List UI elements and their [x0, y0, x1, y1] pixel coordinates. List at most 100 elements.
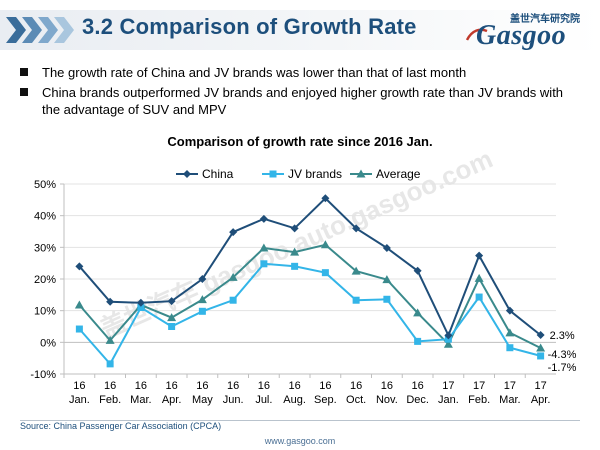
data-point-average: [290, 247, 300, 256]
y-tick-label: 0%: [40, 337, 56, 349]
data-point-china: [413, 266, 422, 275]
data-point-jv-brands: [198, 307, 206, 315]
data-point-china: [229, 228, 238, 237]
data-point-average: [505, 328, 515, 337]
legend-label-jv-brands: JV brands: [288, 167, 342, 181]
slide-header: 3.2 Comparison of Growth Rate 盖世汽车研究院 Ga…: [0, 0, 600, 60]
data-point-jv-brands: [229, 296, 237, 304]
x-tick-label-year: 16: [258, 380, 270, 392]
footer-divider: [20, 420, 580, 421]
x-tick-label-year: 16: [135, 380, 147, 392]
x-tick-label-month: Mar.: [499, 394, 520, 406]
bullet-square-icon: [20, 88, 28, 96]
data-point-average: [320, 240, 330, 249]
data-point-china: [290, 224, 299, 233]
data-point-average: [413, 308, 423, 317]
data-point-china: [198, 275, 207, 283]
data-point-average: [259, 243, 269, 252]
data-point-average: [197, 295, 207, 304]
x-tick-label-year: 16: [381, 380, 393, 392]
data-point-china: [475, 251, 484, 260]
legend-label-china: China: [202, 167, 234, 181]
data-point-china: [536, 331, 545, 340]
legend-label-average: Average: [376, 167, 421, 181]
y-tick-label: 40%: [34, 211, 56, 223]
brand-swoosh-icon: [466, 28, 488, 41]
legend-marker-average: [356, 169, 366, 178]
x-tick-label-month: Nov.: [376, 394, 398, 406]
legend-marker-china: [183, 170, 191, 178]
x-tick-label-month: Jan.: [438, 394, 459, 406]
bullet-item: The growth rate of China and JV brands w…: [20, 64, 580, 81]
brand-wordmark: Gasgoo: [476, 20, 567, 51]
bullet-text: China brands outperformed JV brands and …: [42, 85, 564, 117]
data-point-average: [105, 335, 115, 344]
x-tick-label-year: 17: [473, 380, 485, 392]
series-line-jv-brands: [78, 262, 541, 366]
x-tick-label-month: Apr.: [162, 394, 182, 406]
data-point-china: [259, 214, 268, 223]
x-tick-label-year: 16: [196, 380, 208, 392]
x-tick-label-year: 16: [104, 380, 116, 392]
data-point-china: [321, 194, 330, 203]
legend-marker-jv-brands: [269, 170, 277, 178]
x-tick-label-year: 16: [227, 380, 239, 392]
data-point-jv-brands: [106, 360, 114, 368]
data-point-china: [75, 262, 84, 271]
data-point-jv-brands: [475, 293, 483, 301]
x-tick-label-month: Feb.: [99, 394, 121, 406]
x-tick-label-month: Apr.: [531, 394, 551, 406]
y-tick-label: 50%: [34, 179, 56, 191]
page-title: 3.2 Comparison of Growth Rate: [82, 14, 417, 39]
x-tick-label-month: May: [192, 394, 213, 406]
x-tick-label-month: Jan.: [69, 394, 90, 406]
data-point-china: [382, 243, 391, 252]
bullet-text: The growth rate of China and JV brands w…: [42, 65, 467, 80]
website-url: www.gasgoo.com: [264, 436, 336, 446]
end-label-jv-brands: -4.3%: [548, 349, 577, 361]
data-point-jv-brands: [321, 269, 329, 277]
data-point-average: [351, 266, 361, 275]
y-tick-label: 20%: [34, 274, 56, 286]
x-tick-label-month: Aug.: [283, 394, 306, 406]
data-point-jv-brands: [137, 304, 145, 311]
data-point-china: [106, 297, 115, 306]
data-point-average: [474, 273, 484, 282]
data-point-average: [228, 272, 238, 281]
chevron-arrows-icon: [6, 17, 74, 43]
x-tick-label-year: 17: [535, 380, 547, 392]
brand-logo: 盖世汽车研究院 Gasgoo: [466, 8, 594, 52]
bullet-list: The growth rate of China and JV brands w…: [20, 64, 580, 121]
end-label-average: -1.7%: [548, 362, 577, 374]
end-label-china: 2.3%: [550, 330, 575, 342]
data-point-jv-brands: [506, 344, 514, 352]
x-tick-label-year: 16: [166, 380, 178, 392]
x-tick-label-year: 16: [73, 380, 85, 392]
x-tick-label-year: 17: [442, 380, 454, 392]
x-tick-label-month: Dec.: [406, 394, 429, 406]
x-tick-label-year: 16: [319, 380, 331, 392]
header-bar: [0, 10, 600, 50]
data-point-china: [505, 306, 514, 315]
chart-title: Comparison of growth rate since 2016 Jan…: [167, 134, 433, 149]
y-tick-label: 10%: [34, 306, 56, 318]
bullet-item: China brands outperformed JV brands and …: [20, 84, 580, 118]
data-point-average: [74, 300, 84, 309]
data-point-jv-brands: [414, 337, 422, 345]
brand-chinese-name: 盖世汽车研究院: [510, 14, 580, 25]
data-point-china: [444, 331, 453, 340]
x-tick-label-month: Feb.: [468, 394, 490, 406]
x-tick-label-year: 16: [412, 380, 424, 392]
data-point-jv-brands: [383, 295, 391, 303]
data-point-china: [352, 224, 361, 233]
x-tick-label-month: Jun.: [223, 394, 244, 406]
data-point-jv-brands: [352, 296, 360, 304]
data-point-average: [536, 343, 546, 352]
series-line-china: [78, 196, 542, 338]
x-tick-label-year: 16: [289, 380, 301, 392]
data-point-jv-brands: [537, 352, 545, 360]
x-tick-label-month: Mar.: [130, 394, 151, 406]
data-point-jv-brands: [168, 323, 176, 330]
x-tick-label-year: 17: [504, 380, 516, 392]
x-tick-label-month: Jul.: [255, 394, 272, 406]
